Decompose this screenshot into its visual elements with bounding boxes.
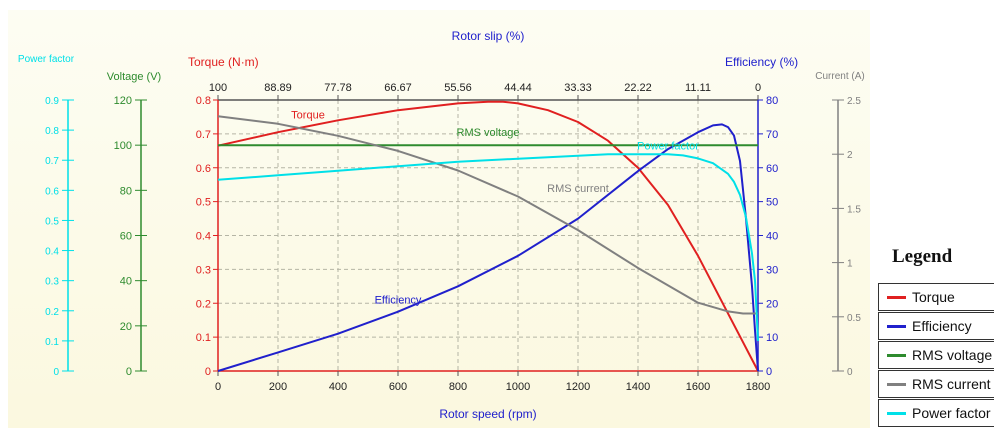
voltage-tick-label: 40	[120, 276, 132, 288]
torque-tick-label: 0.6	[196, 163, 211, 175]
legend-label: RMS voltage	[912, 347, 993, 363]
power-factor-tick-label: 0.9	[45, 96, 59, 107]
legend-entry-efficiency: Efficiency	[878, 312, 994, 340]
legend-swatch	[887, 382, 906, 386]
x2-tick-label: 100	[209, 82, 227, 94]
series-group	[217, 100, 759, 372]
x-tick-label: 1400	[626, 381, 650, 393]
torque-axis-label: Torque (N·m)	[188, 55, 259, 69]
voltage-tick-label: 0	[126, 366, 132, 378]
x-axis-label: Rotor speed (rpm)	[439, 407, 536, 421]
efficiency-annotation: Efficiency	[375, 294, 422, 306]
x-tick-label: 200	[269, 381, 287, 393]
x2-tick-label: 44.44	[504, 82, 532, 94]
voltage-tick-label: 80	[120, 185, 132, 197]
torque-tick-label: 0.1	[196, 332, 211, 344]
legend-label: Torque	[912, 289, 955, 305]
efficiency-tick-label: 0	[766, 366, 772, 378]
power-factor-tick-label: 0.1	[45, 337, 59, 348]
x2-tick-label: 55.56	[444, 82, 472, 94]
power-factor-tick-label: 0.8	[45, 126, 59, 137]
torque-tick-label: 0.4	[196, 231, 211, 243]
legend-title: Legend	[892, 246, 953, 267]
torque-annotation: Torque	[291, 110, 325, 122]
x2-tick-label: 0	[755, 82, 761, 94]
legend-label: Power factor	[912, 405, 991, 421]
current-tick-label: 1	[847, 259, 853, 270]
voltage-tick-label: 100	[114, 140, 132, 152]
power-factor-tick-label: 0	[53, 367, 59, 378]
legend-swatch	[887, 295, 906, 299]
power-factor-tick-label: 0.4	[45, 247, 59, 258]
x-tick-label: 1800	[746, 381, 770, 393]
x-tick-label: 1200	[566, 381, 590, 393]
x2-axis-label: Rotor slip (%)	[452, 29, 525, 43]
efficiency-tick-label: 70	[766, 129, 778, 141]
x-tick-label: 0	[215, 381, 221, 393]
x2-tick-label: 77.78	[324, 82, 352, 94]
power-factor-axis-label: Power factor	[18, 54, 75, 65]
legend-label: RMS current	[912, 376, 991, 392]
efficiency-tick-label: 30	[766, 264, 778, 276]
legend-entry-torque: Torque	[878, 283, 994, 311]
current-tick-label: 0	[847, 367, 853, 378]
x2-tick-label: 66.67	[384, 82, 412, 94]
x2-tick-label: 33.33	[564, 82, 592, 94]
efficiency-axis-label: Efficiency (%)	[725, 55, 798, 69]
current-tick-label: 2	[847, 150, 853, 161]
power-factor-tick-label: 0.7	[45, 156, 59, 167]
legend-swatch	[887, 353, 906, 357]
legend-swatch	[887, 324, 906, 328]
rms-current-annotation: RMS current	[547, 183, 609, 195]
x-tick-label: 800	[449, 381, 467, 393]
legend-label: Efficiency	[912, 318, 972, 334]
legend-entry-power-factor: Power factor	[878, 399, 994, 427]
efficiency-tick-label: 60	[766, 163, 778, 175]
x2-tick-label: 11.11	[685, 82, 711, 94]
current-tick-label: 0.5	[847, 313, 861, 324]
power-factor-tick-label: 0.5	[45, 216, 59, 227]
legend-entry-rms-current: RMS current	[878, 370, 994, 398]
voltage-tick-label: 60	[120, 231, 132, 243]
power-factor-annotation: Power factor	[637, 141, 699, 153]
x-tick-label: 600	[389, 381, 407, 393]
voltage-axis-label: Voltage (V)	[107, 71, 161, 83]
x-tick-label: 400	[329, 381, 347, 393]
voltage-tick-label: 120	[114, 95, 132, 107]
current-tick-label: 2.5	[847, 96, 861, 107]
voltage-tick-label: 20	[120, 321, 132, 333]
x2-tick-label: 22.22	[624, 82, 652, 94]
current-tick-label: 1.5	[847, 204, 861, 215]
power-factor-tick-label: 0.2	[45, 307, 59, 318]
legend-entry-rms-voltage: RMS voltage	[878, 341, 994, 369]
current-axis-label: Current (A)	[815, 71, 864, 82]
efficiency-tick-label: 40	[766, 231, 778, 243]
torque-tick-label: 0.7	[196, 129, 211, 141]
x2-tick-label: 88.89	[264, 82, 292, 94]
power-factor-tick-label: 0.3	[45, 277, 59, 288]
torque-tick-label: 0.8	[196, 95, 211, 107]
rms-current-line	[217, 115, 758, 315]
legend-swatch	[887, 411, 906, 415]
efficiency-tick-label: 50	[766, 197, 778, 209]
x-tick-label: 1000	[506, 381, 530, 393]
torque-tick-label: 0.2	[196, 298, 211, 310]
power-factor-line	[217, 153, 759, 341]
efficiency-tick-label: 10	[766, 332, 778, 344]
power-factor-tick-label: 0.6	[45, 186, 59, 197]
x-tick-label: 1600	[686, 381, 710, 393]
rms-voltage-annotation: RMS voltage	[457, 127, 520, 139]
efficiency-tick-label: 80	[766, 95, 778, 107]
chart-background	[8, 10, 870, 428]
torque-tick-label: 0	[205, 366, 211, 378]
torque-tick-label: 0.3	[196, 264, 211, 276]
torque-tick-label: 0.5	[196, 197, 211, 209]
torque-line	[217, 100, 759, 372]
efficiency-tick-label: 20	[766, 298, 778, 310]
legend: Torque Efficiency RMS voltage RMS current Po…	[878, 283, 994, 429]
